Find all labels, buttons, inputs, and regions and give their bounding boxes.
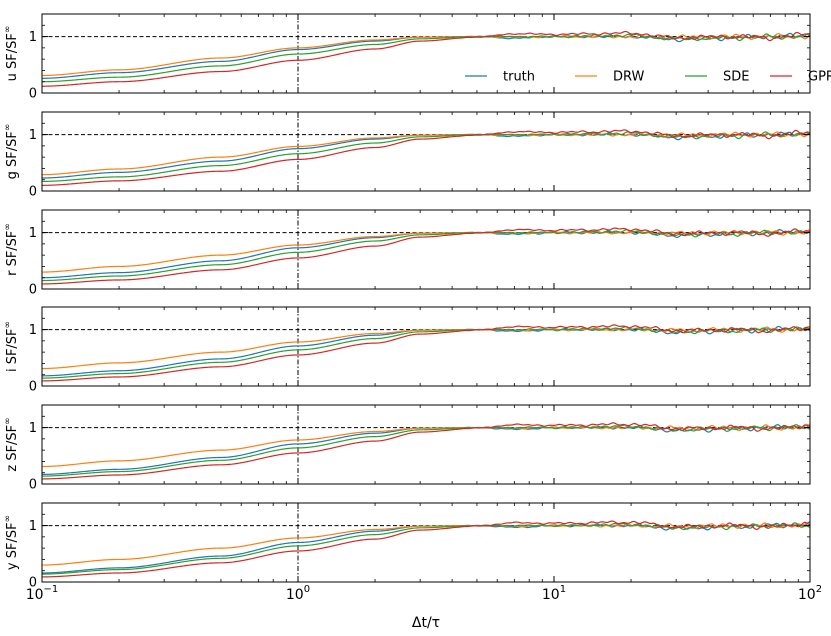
series-truth-line: [42, 32, 810, 79]
panel-frame: [41, 306, 811, 387]
panel-r: 0 1 r SF/SF∞: [3, 209, 811, 298]
legend-label-gpr: GPR: [808, 70, 831, 85]
series-drw-line: [42, 131, 810, 176]
y-axis-label: i SF/SF∞: [3, 321, 20, 372]
legend-label-truth: truth: [503, 70, 535, 85]
x-tick-label: 102: [798, 584, 822, 603]
y-tick-label: 1: [29, 128, 37, 143]
series-gpr-line: [42, 422, 810, 480]
y-axis-label: r SF/SF∞: [3, 223, 20, 276]
y-tick-label: 1: [29, 421, 37, 436]
y-tick-label: 1: [29, 519, 37, 534]
y-tick-label: 1: [29, 226, 37, 241]
panel-g: 0 1 g SF/SF∞: [3, 111, 811, 200]
series-gpr-line: [42, 520, 810, 578]
series-drw-line: [42, 32, 810, 77]
series-gpr-line: [42, 227, 810, 285]
legend-label-sde: SDE: [723, 70, 749, 85]
panel-i: 0 1 i SF/SF∞: [3, 306, 811, 395]
panel-frame: [41, 111, 811, 192]
series-gpr-line: [42, 324, 810, 382]
series-sde-line: [42, 522, 810, 575]
y-axis-label: y SF/SF∞: [3, 515, 20, 570]
panel-u: 0 1 u SF/SF∞ truth DRW SDE GPR: [3, 13, 831, 102]
x-tick-label: 101: [542, 584, 566, 603]
y-tick-label: 0: [29, 576, 37, 591]
series-drw-line: [42, 522, 810, 566]
y-tick-label: 0: [29, 478, 37, 493]
panel-frame: [41, 209, 811, 290]
series-drw-line: [42, 325, 810, 370]
panel-frame: [41, 13, 811, 94]
y-tick-label: 0: [29, 380, 37, 395]
x-axis-label: Δt/τ: [412, 615, 440, 631]
y-axis-label: g SF/SF∞: [3, 124, 20, 180]
x-tick-label: 10−1: [26, 584, 59, 603]
series-gpr-line: [42, 129, 810, 186]
y-tick-label: 0: [29, 185, 37, 200]
panel-frame: [41, 502, 811, 583]
x-tick-label: 100: [286, 584, 310, 603]
legend: truth DRW SDE GPR: [465, 70, 831, 85]
panel-frame: [41, 404, 811, 485]
series-drw-line: [42, 424, 810, 468]
y-tick-label: 1: [29, 30, 37, 45]
y-tick-label: 1: [29, 323, 37, 338]
y-tick-label: 0: [29, 283, 37, 298]
series-gpr-line: [42, 30, 810, 87]
y-axis-label: z SF/SF∞: [3, 417, 20, 471]
legend-label-drw: DRW: [613, 70, 645, 85]
y-axis-label: u SF/SF∞: [3, 26, 20, 82]
series-drw-line: [42, 229, 810, 273]
panel-y: 0 1 y SF/SF∞: [3, 502, 811, 591]
y-tick-label: 0: [29, 87, 37, 102]
panel-z: 0 1 z SF/SF∞: [3, 404, 811, 493]
